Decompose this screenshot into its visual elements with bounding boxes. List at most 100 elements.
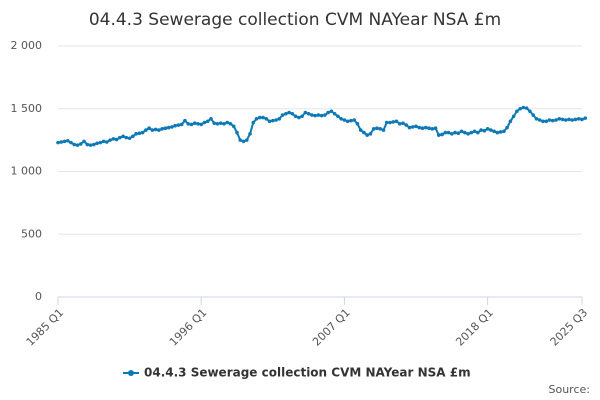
x-tick-label: 2018 Q1 bbox=[453, 306, 496, 349]
point bbox=[186, 122, 190, 126]
point bbox=[541, 119, 545, 124]
point bbox=[284, 111, 288, 116]
point bbox=[336, 114, 340, 119]
point bbox=[310, 113, 314, 117]
chart-title: 04.4.3 Sewerage collection CVM NAYear NS… bbox=[89, 10, 501, 30]
point bbox=[170, 125, 174, 129]
point bbox=[192, 121, 197, 125]
point bbox=[231, 124, 236, 129]
point bbox=[62, 139, 67, 144]
x-tick-label: 1996 Q1 bbox=[167, 306, 210, 349]
point bbox=[212, 121, 217, 125]
point bbox=[531, 113, 535, 117]
point bbox=[218, 121, 223, 125]
point bbox=[111, 137, 116, 141]
point bbox=[443, 130, 448, 135]
point bbox=[401, 121, 405, 125]
point bbox=[267, 119, 272, 124]
point bbox=[248, 132, 252, 136]
point bbox=[78, 142, 83, 146]
point bbox=[88, 143, 93, 147]
point bbox=[528, 109, 532, 114]
point bbox=[271, 118, 275, 123]
point bbox=[388, 120, 392, 125]
y-tick-label: 500 bbox=[21, 227, 42, 240]
point bbox=[176, 123, 181, 127]
point bbox=[436, 133, 441, 137]
point bbox=[189, 122, 194, 127]
point bbox=[153, 127, 158, 132]
point bbox=[440, 132, 444, 137]
point bbox=[215, 122, 220, 126]
point bbox=[410, 125, 415, 129]
point bbox=[264, 116, 269, 121]
point bbox=[502, 129, 506, 134]
point bbox=[323, 113, 327, 117]
point bbox=[183, 118, 187, 123]
point bbox=[72, 142, 77, 147]
point bbox=[394, 119, 399, 124]
point bbox=[59, 140, 64, 144]
point bbox=[251, 120, 256, 125]
point bbox=[550, 118, 555, 123]
point bbox=[345, 119, 350, 124]
point bbox=[371, 127, 376, 131]
point bbox=[244, 138, 249, 142]
point bbox=[235, 130, 239, 135]
point bbox=[358, 128, 363, 132]
point bbox=[225, 120, 230, 125]
point bbox=[375, 126, 379, 131]
point bbox=[303, 110, 308, 115]
x-tick-label: 1985 Q1 bbox=[24, 306, 67, 349]
point bbox=[508, 119, 513, 124]
point bbox=[209, 116, 213, 121]
point bbox=[98, 140, 103, 145]
point bbox=[127, 136, 132, 141]
point bbox=[95, 141, 99, 146]
point bbox=[404, 123, 409, 127]
point bbox=[131, 134, 135, 139]
point bbox=[433, 126, 438, 131]
point bbox=[326, 110, 330, 115]
point bbox=[365, 133, 369, 137]
point bbox=[362, 130, 366, 135]
y-tick-label: 1 500 bbox=[11, 102, 43, 115]
point bbox=[407, 125, 412, 130]
point bbox=[297, 115, 301, 120]
point bbox=[124, 135, 129, 140]
point bbox=[313, 113, 317, 118]
point bbox=[202, 120, 207, 125]
point bbox=[485, 127, 490, 131]
point bbox=[463, 130, 467, 135]
point bbox=[453, 130, 457, 135]
y-tick-label: 0 bbox=[35, 290, 42, 303]
point bbox=[277, 116, 282, 121]
point bbox=[495, 130, 500, 135]
point bbox=[137, 131, 142, 136]
point bbox=[222, 122, 226, 126]
point bbox=[560, 117, 565, 122]
point bbox=[521, 105, 526, 110]
point bbox=[420, 126, 425, 131]
point bbox=[329, 109, 334, 114]
point bbox=[518, 106, 522, 111]
point bbox=[300, 114, 304, 119]
point bbox=[482, 128, 487, 133]
point bbox=[342, 118, 347, 122]
point bbox=[456, 131, 461, 136]
point bbox=[92, 142, 96, 147]
point bbox=[414, 124, 418, 129]
point bbox=[118, 135, 122, 140]
point bbox=[238, 138, 243, 142]
x-tick-label: 2007 Q1 bbox=[310, 306, 353, 349]
point bbox=[287, 110, 291, 115]
source: Source: bbox=[549, 383, 591, 396]
point bbox=[121, 134, 125, 139]
point bbox=[254, 116, 259, 121]
point bbox=[492, 129, 496, 134]
point bbox=[274, 118, 278, 122]
point bbox=[261, 115, 265, 120]
point bbox=[430, 127, 435, 131]
point bbox=[537, 118, 542, 122]
